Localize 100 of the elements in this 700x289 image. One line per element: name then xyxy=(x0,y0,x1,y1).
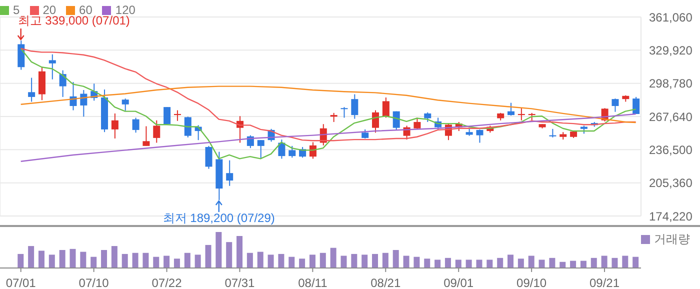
bar xyxy=(184,252,190,268)
line-series xyxy=(20,86,636,124)
candlestick xyxy=(424,112,432,122)
bar xyxy=(320,252,326,268)
candlestick xyxy=(612,98,619,112)
candlestick xyxy=(184,116,192,138)
legend-label: 5 xyxy=(13,3,20,17)
bar xyxy=(216,232,222,268)
candlestick xyxy=(257,140,264,160)
candlestick xyxy=(476,128,484,144)
candlestick xyxy=(508,102,515,116)
x-tick-label: 09/01 xyxy=(444,276,474,289)
x-tick-label: 09/21 xyxy=(590,276,620,289)
bar xyxy=(622,256,628,268)
bar xyxy=(111,246,118,268)
bar xyxy=(90,256,97,268)
candlestick xyxy=(122,98,129,112)
candlestick xyxy=(288,145,296,158)
bar xyxy=(226,242,232,268)
y-tick-label: 205,360 xyxy=(649,176,693,190)
legend-label: 거래량 xyxy=(654,232,690,246)
bar xyxy=(466,260,472,268)
x-tick-label: 07/01 xyxy=(6,276,36,289)
bar xyxy=(632,256,639,268)
bar xyxy=(560,262,566,268)
bar xyxy=(486,260,493,268)
bar xyxy=(392,250,399,268)
candlestick xyxy=(59,70,66,98)
candlestick xyxy=(153,120,160,144)
bar xyxy=(246,252,253,268)
candlestick xyxy=(28,77,36,102)
bar xyxy=(580,260,586,268)
y-tick-label: 174,220 xyxy=(649,209,693,224)
bar xyxy=(70,248,76,268)
bar xyxy=(28,246,34,268)
y-tick-label: 361,060 xyxy=(649,10,693,24)
bar xyxy=(164,256,170,268)
bar xyxy=(528,256,534,268)
candlestick xyxy=(362,128,369,139)
bar xyxy=(570,260,576,268)
x-tick-label: 08/21 xyxy=(370,276,401,289)
candlestick xyxy=(48,54,56,80)
candlestick xyxy=(351,94,358,120)
candlestick xyxy=(164,106,171,125)
candlestick xyxy=(226,160,234,186)
y-tick-label: 329,920 xyxy=(649,43,693,58)
bar xyxy=(362,254,368,268)
annotation: 최저 189,200 (07/29) xyxy=(162,211,275,226)
bar xyxy=(590,258,597,268)
bar xyxy=(299,258,306,268)
candlestick xyxy=(278,139,286,160)
bar xyxy=(508,254,514,268)
bar xyxy=(340,256,347,268)
candlestick xyxy=(132,117,140,134)
bar xyxy=(424,258,430,268)
bar xyxy=(414,256,420,268)
candlestick xyxy=(80,90,88,118)
bar xyxy=(142,252,149,268)
candlestick xyxy=(174,110,181,122)
bar xyxy=(372,254,378,268)
bar xyxy=(309,254,316,268)
candlestick xyxy=(330,112,338,122)
bar xyxy=(455,260,462,268)
bar xyxy=(194,254,201,268)
bar xyxy=(382,252,388,268)
candlestick xyxy=(111,112,118,139)
candlestick xyxy=(340,106,348,118)
bar xyxy=(174,258,180,268)
y-tick-label: 236,500 xyxy=(649,142,693,157)
bar xyxy=(80,252,86,268)
bar xyxy=(518,258,524,268)
bar xyxy=(434,260,441,268)
bar xyxy=(101,250,108,268)
bar xyxy=(601,256,608,268)
candlestick xyxy=(372,110,380,134)
bar xyxy=(205,244,212,268)
x-tick-label: 07/10 xyxy=(78,276,110,289)
bar xyxy=(122,254,128,268)
bar xyxy=(132,252,138,268)
bar xyxy=(351,254,358,268)
bar xyxy=(18,254,24,268)
bar xyxy=(403,256,410,268)
bar xyxy=(278,254,284,268)
candlestick xyxy=(632,96,640,114)
x-tick-label: 08/11 xyxy=(298,276,328,289)
bar xyxy=(549,258,556,268)
bar xyxy=(288,256,295,268)
y-tick-label: 267,640 xyxy=(649,110,693,124)
x-tick-label: 07/22 xyxy=(152,276,182,289)
bar xyxy=(538,260,545,268)
candlestick xyxy=(38,66,46,101)
y-tick-label: 298,780 xyxy=(649,76,693,91)
bar xyxy=(444,258,451,268)
bar xyxy=(476,260,482,268)
bar xyxy=(330,248,336,268)
bar xyxy=(497,258,504,268)
bar xyxy=(268,254,274,268)
bar xyxy=(48,254,55,268)
bar xyxy=(153,256,160,268)
bar xyxy=(38,250,44,268)
